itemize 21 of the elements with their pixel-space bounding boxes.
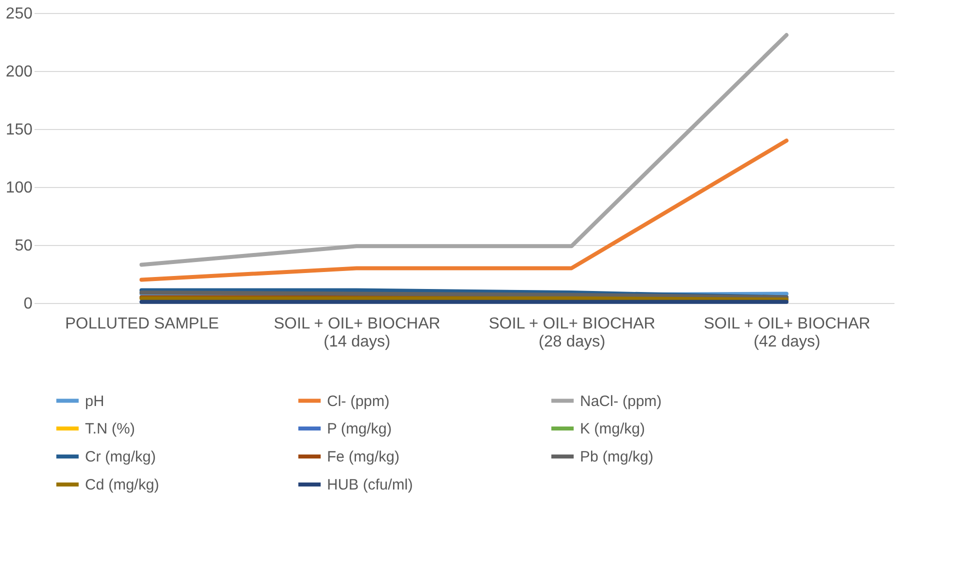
y-tick-label: 50 (14, 238, 33, 254)
y-tick-label: 100 (6, 180, 33, 196)
y-tick-label: 200 (6, 64, 33, 80)
x-tick-label: POLLUTED SAMPLE (65, 316, 219, 332)
legend-label: Cr (mg/kg) (85, 448, 156, 466)
y-tick-label: 150 (6, 122, 33, 138)
legend-label: Fe (mg/kg) (327, 448, 400, 466)
legend-label: Pb (mg/kg) (580, 448, 654, 466)
legend-label: T.N (%) (85, 420, 135, 438)
legend-label: Cd (mg/kg) (85, 476, 160, 494)
legend-label: HUB (cfu/ml) (327, 476, 413, 494)
y-tick-label: 250 (6, 6, 33, 22)
legend-label: Cl- (ppm) (327, 392, 390, 410)
legend-label: pH (85, 392, 104, 410)
legend-label: K (mg/kg) (580, 420, 646, 438)
legend-label: P (mg/kg) (327, 420, 392, 438)
legend-label: NaCl- (ppm) (580, 392, 662, 410)
x-tick-label: SOIL + OIL+ BIOCHAR (42 days) (704, 316, 870, 350)
y-tick-label: 0 (24, 296, 33, 312)
x-tick-label: SOIL + OIL+ BIOCHAR (28 days) (488, 316, 656, 350)
x-tick-label: SOIL + OIL+ BIOCHAR (14 days) (274, 316, 440, 350)
